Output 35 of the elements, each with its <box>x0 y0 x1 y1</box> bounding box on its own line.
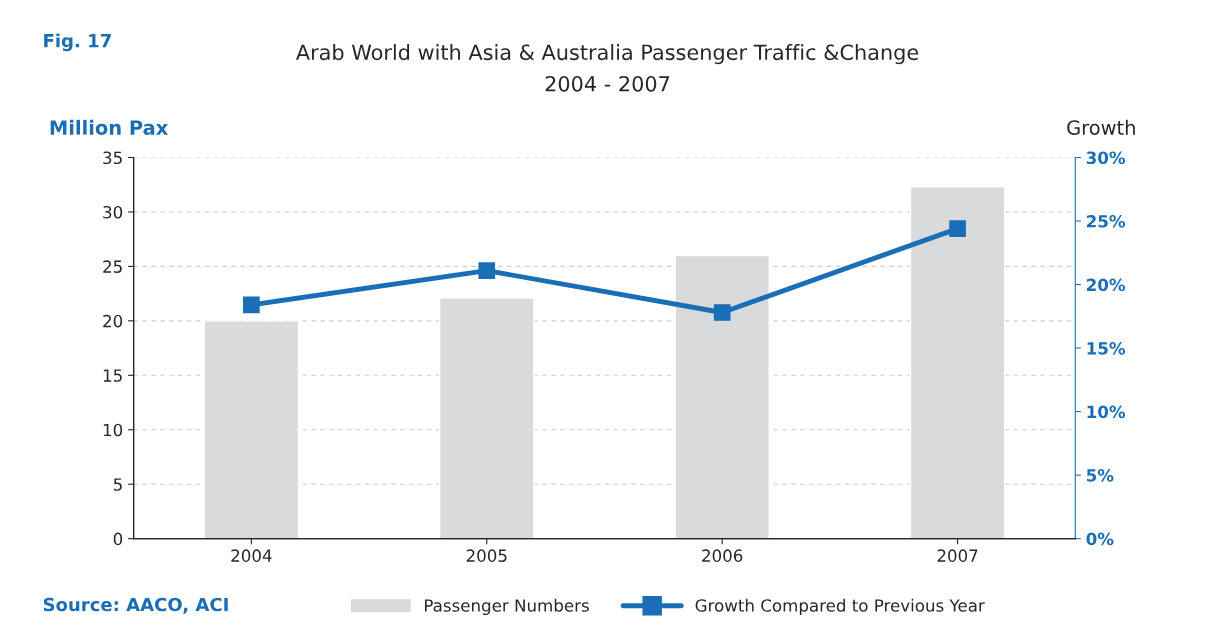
y-tick-label: 5 <box>113 478 122 491</box>
y-tick-label: 35 <box>103 151 122 165</box>
y-tick-label: 10 <box>103 423 123 437</box>
y-tick-label: 0 <box>113 532 123 546</box>
x-tick-label: 2006 <box>702 549 743 562</box>
bar <box>203 320 300 539</box>
y-tick-label: 15 <box>103 369 122 382</box>
y2-axis-title: Growth <box>1067 119 1135 135</box>
legend-label: Growth Compared to Previous Year <box>695 598 985 615</box>
point <box>478 262 496 279</box>
y-tick-label: 20 <box>103 314 123 328</box>
y-axis-title: Million Pax <box>50 119 168 135</box>
bar <box>438 297 535 539</box>
x-tick-label: 2005 <box>466 549 507 562</box>
y2-tick-label: 20% <box>1087 278 1126 292</box>
y2-tick-label: 15% <box>1087 342 1126 355</box>
source-note: Source: AACO, ACI <box>43 597 228 614</box>
x-tick-label: 2004 <box>231 549 272 562</box>
point <box>243 296 260 314</box>
x-tick-label: 2007 <box>937 549 978 562</box>
y2-tick-label: 10% <box>1087 405 1126 419</box>
y-tick-label: 30 <box>103 205 123 219</box>
bar <box>674 254 770 539</box>
legend-label: Passenger Numbers <box>425 598 589 615</box>
y-tick-label: 25 <box>103 260 122 273</box>
caption: Fig. 17 <box>44 33 111 52</box>
chart-title: Arab World with Asia & Australia Passenger Traffic &Change <box>295 44 919 65</box>
bar <box>909 186 1006 539</box>
point <box>713 304 731 321</box>
y2-tick-label: 5% <box>1086 469 1114 482</box>
y2-tick-label: 25% <box>1087 214 1126 228</box>
chart-subtitle: 2004 - 2007 <box>545 75 670 92</box>
point <box>949 220 966 237</box>
y2-tick-label: 30% <box>1086 151 1126 165</box>
y2-tick-label: 0% <box>1086 532 1114 546</box>
